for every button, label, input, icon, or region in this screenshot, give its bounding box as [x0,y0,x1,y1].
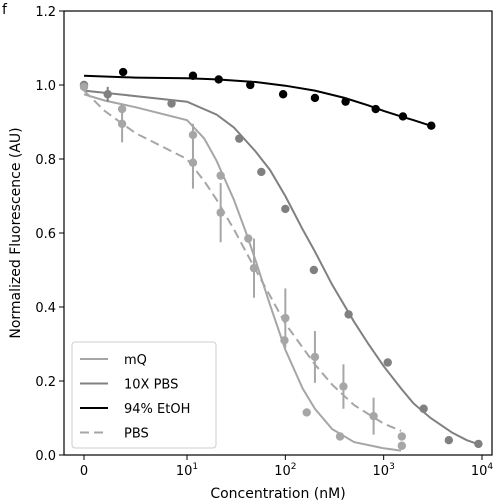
data-point-pbs [117,119,127,129]
data-point-10x-pbs [167,99,176,108]
data-point-10x-pbs [257,167,266,177]
x-tick-label: 101 [176,462,198,479]
y-tick-label: 0.0 [35,449,56,464]
data-point-pbs [281,313,290,323]
data-point-10x-pbs [383,358,392,367]
series-line-10x-pbs [83,89,478,445]
legend-label-94-etoh: 94% EtOH [124,402,190,417]
legend-label-pbs: PBS [124,427,149,442]
data-point-pbs [397,432,407,441]
y-tick-label: 1.2 [35,5,56,20]
data-point-94-etoh [398,112,408,121]
data-point-mq [397,441,407,450]
data-point-10x-pbs [103,90,112,99]
plot-area [79,67,483,452]
x-axis-title: Concentration (nM) [210,486,345,502]
panel-letter: f [2,2,8,18]
data-point-pbs [249,263,259,273]
data-point-94-etoh [427,121,436,130]
data-point-94-etoh [214,75,223,84]
data-point-94-etoh [188,71,198,80]
data-point-94-etoh [310,93,320,103]
data-point-94-etoh [246,80,255,90]
data-point-10x-pbs [344,310,353,319]
y-tick-label: 0.2 [35,375,56,390]
data-point-10x-pbs [309,265,319,275]
data-point-pbs [310,352,320,362]
series-line-94-etoh [83,74,431,127]
data-point-10x-pbs [444,436,454,445]
data-point-mq [216,171,225,180]
x-tick-label: 103 [373,462,395,479]
data-point-pbs [369,411,378,421]
x-tick-label: 104 [471,462,494,479]
x-tick-label: 0 [80,464,88,479]
data-point-pbs [339,382,348,391]
axis-ticks: 0.0 0.2 0.4 0.6 0.8 1.0 1.2 0 101 102 103 104 [35,5,493,479]
legend-box [71,341,217,449]
data-point-94-etoh [341,97,350,106]
data-point-94-etoh [118,67,128,77]
legend-label-10x-pbs: 10X PBS [124,378,178,393]
y-tick-label: 1.0 [35,79,56,94]
y-tick-label: 0.6 [35,227,56,242]
data-point-mq [188,130,198,140]
y-axis-title: Normalized Fluorescence (AU) [8,127,24,338]
y-tick-label: 0.8 [35,153,56,168]
data-point-94-etoh [371,104,380,114]
data-point-pbs [216,208,225,217]
legend: mQ 10X PBS 94% EtOH PBS [71,341,217,449]
data-point-94-etoh [278,90,288,99]
data-point-pbs [188,158,198,167]
data-point-10x-pbs [474,439,483,449]
data-point-10x-pbs [419,404,428,413]
x-tick-label: 102 [274,462,296,479]
data-point-mq [244,234,253,243]
data-point-mq [302,408,311,417]
data-point-10x-pbs [235,134,244,143]
y-tick-label: 0.4 [35,301,56,316]
data-point-10x-pbs [281,204,290,214]
data-point-pbs [79,82,89,92]
data-point-mq [335,432,345,441]
legend-label-mq: mQ [124,353,147,368]
